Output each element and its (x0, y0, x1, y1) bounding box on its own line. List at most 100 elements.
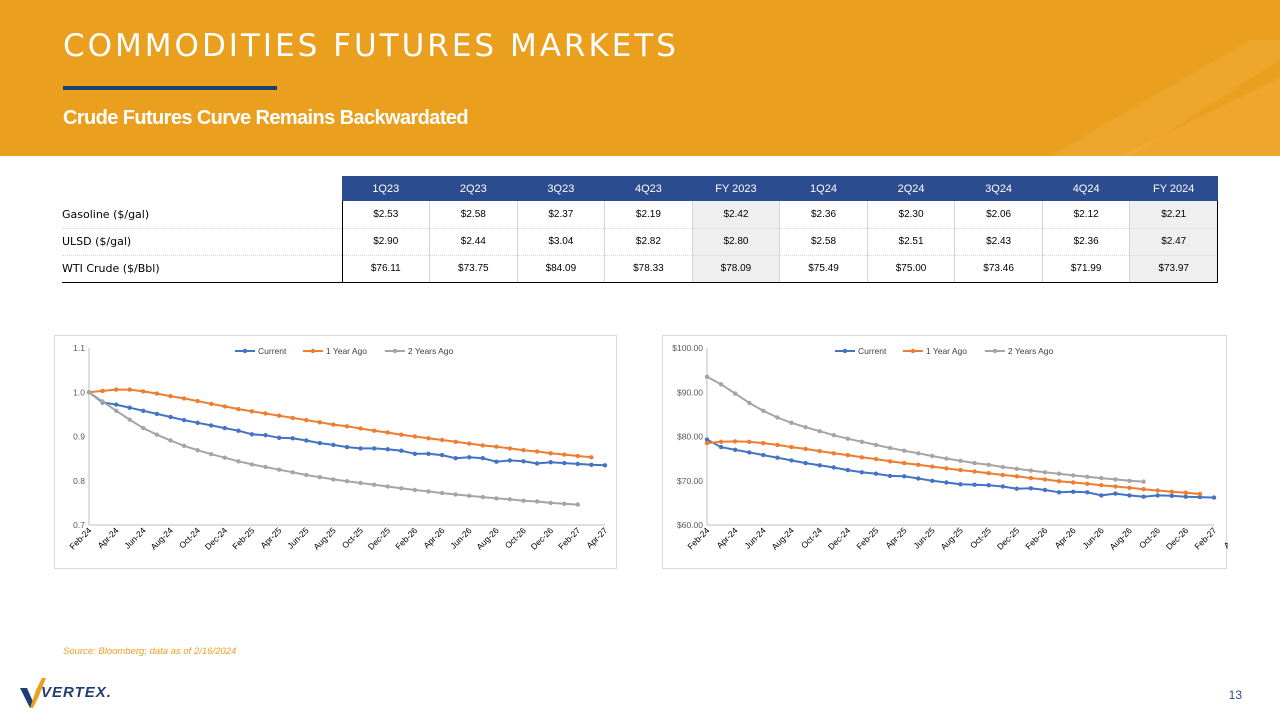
data-point (1099, 483, 1104, 488)
data-point (263, 411, 268, 416)
data-point (100, 388, 105, 394)
data-point (181, 417, 187, 423)
x-tick-label: Feb-26 (1023, 525, 1049, 551)
data-point (1197, 494, 1203, 500)
data-point (480, 456, 485, 461)
y-tick-label: 1.1 (73, 343, 85, 353)
series-line (88, 391, 606, 467)
x-tick-label: Oct-25 (968, 525, 993, 550)
table-cell: $78.33 (604, 255, 693, 283)
data-point (494, 444, 499, 449)
data-point (1000, 472, 1005, 478)
data-point (222, 404, 227, 409)
row-label: ULSD ($/gal) (62, 228, 343, 256)
y-tick-label: $70.00 (677, 476, 703, 486)
data-point (494, 496, 499, 501)
page-title: COMMODITIES FUTURES MARKETS (63, 28, 679, 64)
x-tick-label: Feb-25 (854, 525, 880, 551)
data-point (817, 463, 822, 468)
column-header: 4Q24 (1042, 176, 1130, 201)
data-point (930, 453, 935, 459)
data-point (494, 459, 499, 464)
x-tick-label: Oct-24 (177, 525, 202, 550)
data-point (873, 456, 879, 462)
column-header: 3Q23 (517, 176, 605, 201)
series-line (706, 440, 1200, 495)
data-point (1141, 479, 1146, 484)
data-point (902, 460, 907, 466)
table-corner (62, 176, 342, 201)
y-tick-label: 1.0 (73, 387, 85, 397)
column-header: 1Q23 (342, 176, 430, 201)
data-point (1127, 485, 1132, 490)
x-tick-label: Aug-26 (1107, 525, 1134, 552)
data-point (372, 482, 377, 487)
x-tick-label: Oct-26 (503, 525, 528, 550)
data-point (548, 451, 553, 456)
legend-marker (992, 348, 998, 354)
data-point (412, 434, 418, 439)
data-point (718, 439, 724, 444)
data-point (385, 484, 390, 489)
data-point (986, 483, 991, 488)
data-point (1155, 488, 1160, 493)
x-tick-label: Aug-26 (474, 525, 501, 552)
data-point (859, 455, 865, 460)
table-cell: $2.58 (779, 228, 868, 256)
data-point (467, 455, 472, 460)
data-point (399, 448, 404, 453)
data-point (304, 417, 309, 423)
data-point (845, 436, 850, 441)
data-point (317, 440, 322, 446)
data-point (507, 458, 513, 463)
data-point (236, 428, 241, 433)
data-point (1028, 486, 1034, 491)
data-point (916, 462, 921, 467)
data-point (412, 487, 418, 493)
table-cell: $2.58 (429, 201, 518, 229)
data-point (195, 420, 200, 425)
data-point (575, 502, 580, 507)
data-point (1211, 495, 1217, 500)
data-point (209, 452, 214, 457)
legend-label: 1 Year Ago (326, 346, 367, 356)
legend-label: Current (858, 346, 887, 356)
column-header: 2Q24 (867, 176, 955, 201)
column-header: 1Q24 (779, 176, 868, 201)
data-point (803, 446, 808, 452)
series-line (88, 388, 592, 459)
data-point (1169, 489, 1174, 494)
data-point (1071, 489, 1076, 494)
data-point (958, 458, 963, 463)
x-tick-label: Dec-24 (826, 525, 853, 552)
data-point (399, 486, 404, 491)
column-header: 3Q24 (954, 176, 1043, 201)
price-forecast-table: 1Q23 2Q23 3Q23 4Q23 FY 2023 1Q24 2Q24 3Q… (62, 176, 1218, 283)
x-tick-label: Apr-27 (584, 525, 609, 550)
data-point (127, 405, 132, 410)
data-point (154, 432, 160, 437)
data-point (859, 439, 865, 444)
legend-label: 2 Years Ago (408, 346, 454, 356)
data-point (331, 442, 336, 448)
data-point (480, 494, 485, 500)
data-point (507, 446, 513, 451)
data-point (944, 466, 949, 471)
data-point (290, 470, 295, 475)
data-point (747, 400, 752, 406)
data-point (453, 439, 458, 444)
data-point (439, 490, 445, 496)
table-cell: $71.99 (1042, 255, 1131, 283)
data-point (1000, 484, 1005, 489)
table-cell: $2.80 (692, 228, 781, 256)
data-point (154, 391, 160, 396)
x-tick-label: Apr-26 (1052, 525, 1077, 550)
data-point (1056, 490, 1062, 495)
x-tick-label: Jun-24 (122, 525, 148, 551)
normalized-futures-chart: 0.7 0.8 0.9 1.0 1.1 Feb-24 Apr-24 Jun-24 Aug-24 O… (54, 335, 617, 569)
title-underline (63, 86, 277, 90)
data-point (789, 458, 794, 463)
x-tick-label: Jun-25 (285, 525, 311, 551)
data-point (1071, 473, 1076, 478)
data-point (803, 460, 808, 466)
